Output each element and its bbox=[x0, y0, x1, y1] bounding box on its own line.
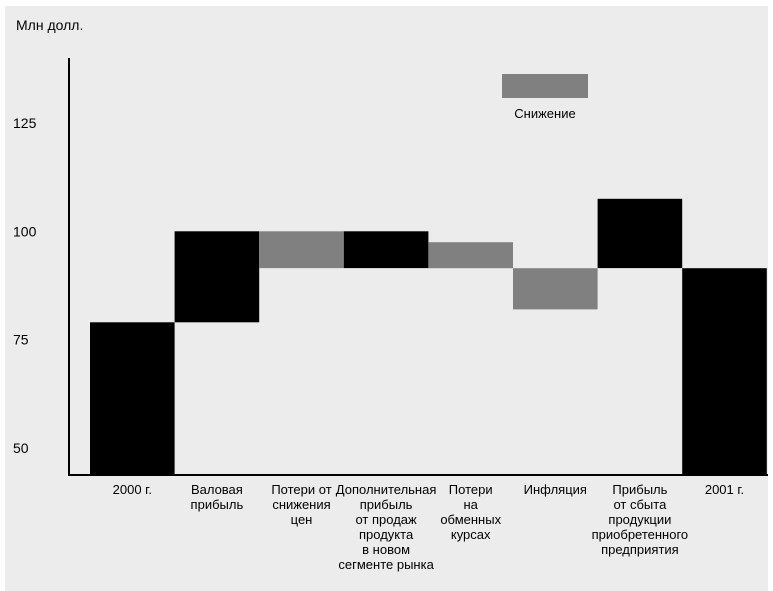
y-tick-label: 100 bbox=[13, 223, 37, 239]
bars bbox=[90, 198, 767, 474]
chart-panel: Млн долл. 50 75 100 125 2000 г. Валовая прибы… bbox=[5, 6, 768, 591]
bar-increase bbox=[174, 231, 260, 323]
bar-decrease bbox=[428, 242, 513, 269]
y-tick-labels: 50 75 100 125 bbox=[13, 115, 37, 456]
x-category-label: 2001 г. bbox=[705, 482, 744, 497]
legend-label-decrease: Снижение bbox=[514, 106, 575, 121]
y-tick-label: 125 bbox=[13, 115, 37, 131]
bar-increase bbox=[597, 198, 683, 269]
x-category-label: Потери от снижения цен bbox=[271, 482, 331, 527]
x-category-labels: 2000 г. Валовая прибыль Потери от снижения це… bbox=[113, 482, 745, 572]
bar-decrease bbox=[259, 231, 344, 269]
legend-swatch-decrease bbox=[502, 74, 588, 98]
legend: Снижение bbox=[502, 74, 588, 121]
y-tick-label: 50 bbox=[13, 440, 29, 456]
x-category-label: Инфляция bbox=[524, 482, 587, 497]
x-category-label: 2000 г. bbox=[113, 482, 152, 497]
x-category-label: Потери на обменных курсах bbox=[440, 482, 501, 542]
x-category-label: Прибыль от сбыта продукции приобретенного пр… bbox=[592, 482, 689, 557]
bar-total bbox=[90, 322, 175, 474]
bar-increase bbox=[343, 231, 429, 269]
waterfall-chart: Млн долл. 50 75 100 125 2000 г. Валовая прибы… bbox=[13, 17, 768, 572]
y-unit-label: Млн долл. bbox=[16, 17, 83, 33]
bar-total bbox=[682, 268, 767, 474]
y-tick-label: 75 bbox=[13, 332, 29, 348]
bar-decrease bbox=[513, 268, 598, 310]
x-category-label: Валовая прибыль bbox=[191, 482, 244, 512]
x-category-label: Дополнительная прибыль от продаж продукта в … bbox=[336, 482, 437, 572]
